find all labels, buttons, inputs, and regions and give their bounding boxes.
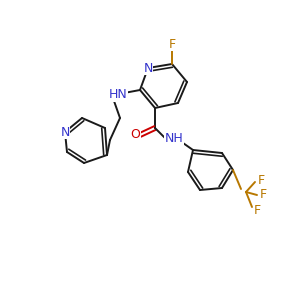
Text: F: F xyxy=(168,38,175,50)
Text: O: O xyxy=(130,128,140,142)
Text: F: F xyxy=(257,173,265,187)
Text: HN: HN xyxy=(109,88,128,101)
Text: N: N xyxy=(143,61,153,74)
Text: F: F xyxy=(260,188,267,202)
Text: NH: NH xyxy=(165,131,183,145)
Text: F: F xyxy=(254,203,261,217)
Text: N: N xyxy=(60,125,70,139)
